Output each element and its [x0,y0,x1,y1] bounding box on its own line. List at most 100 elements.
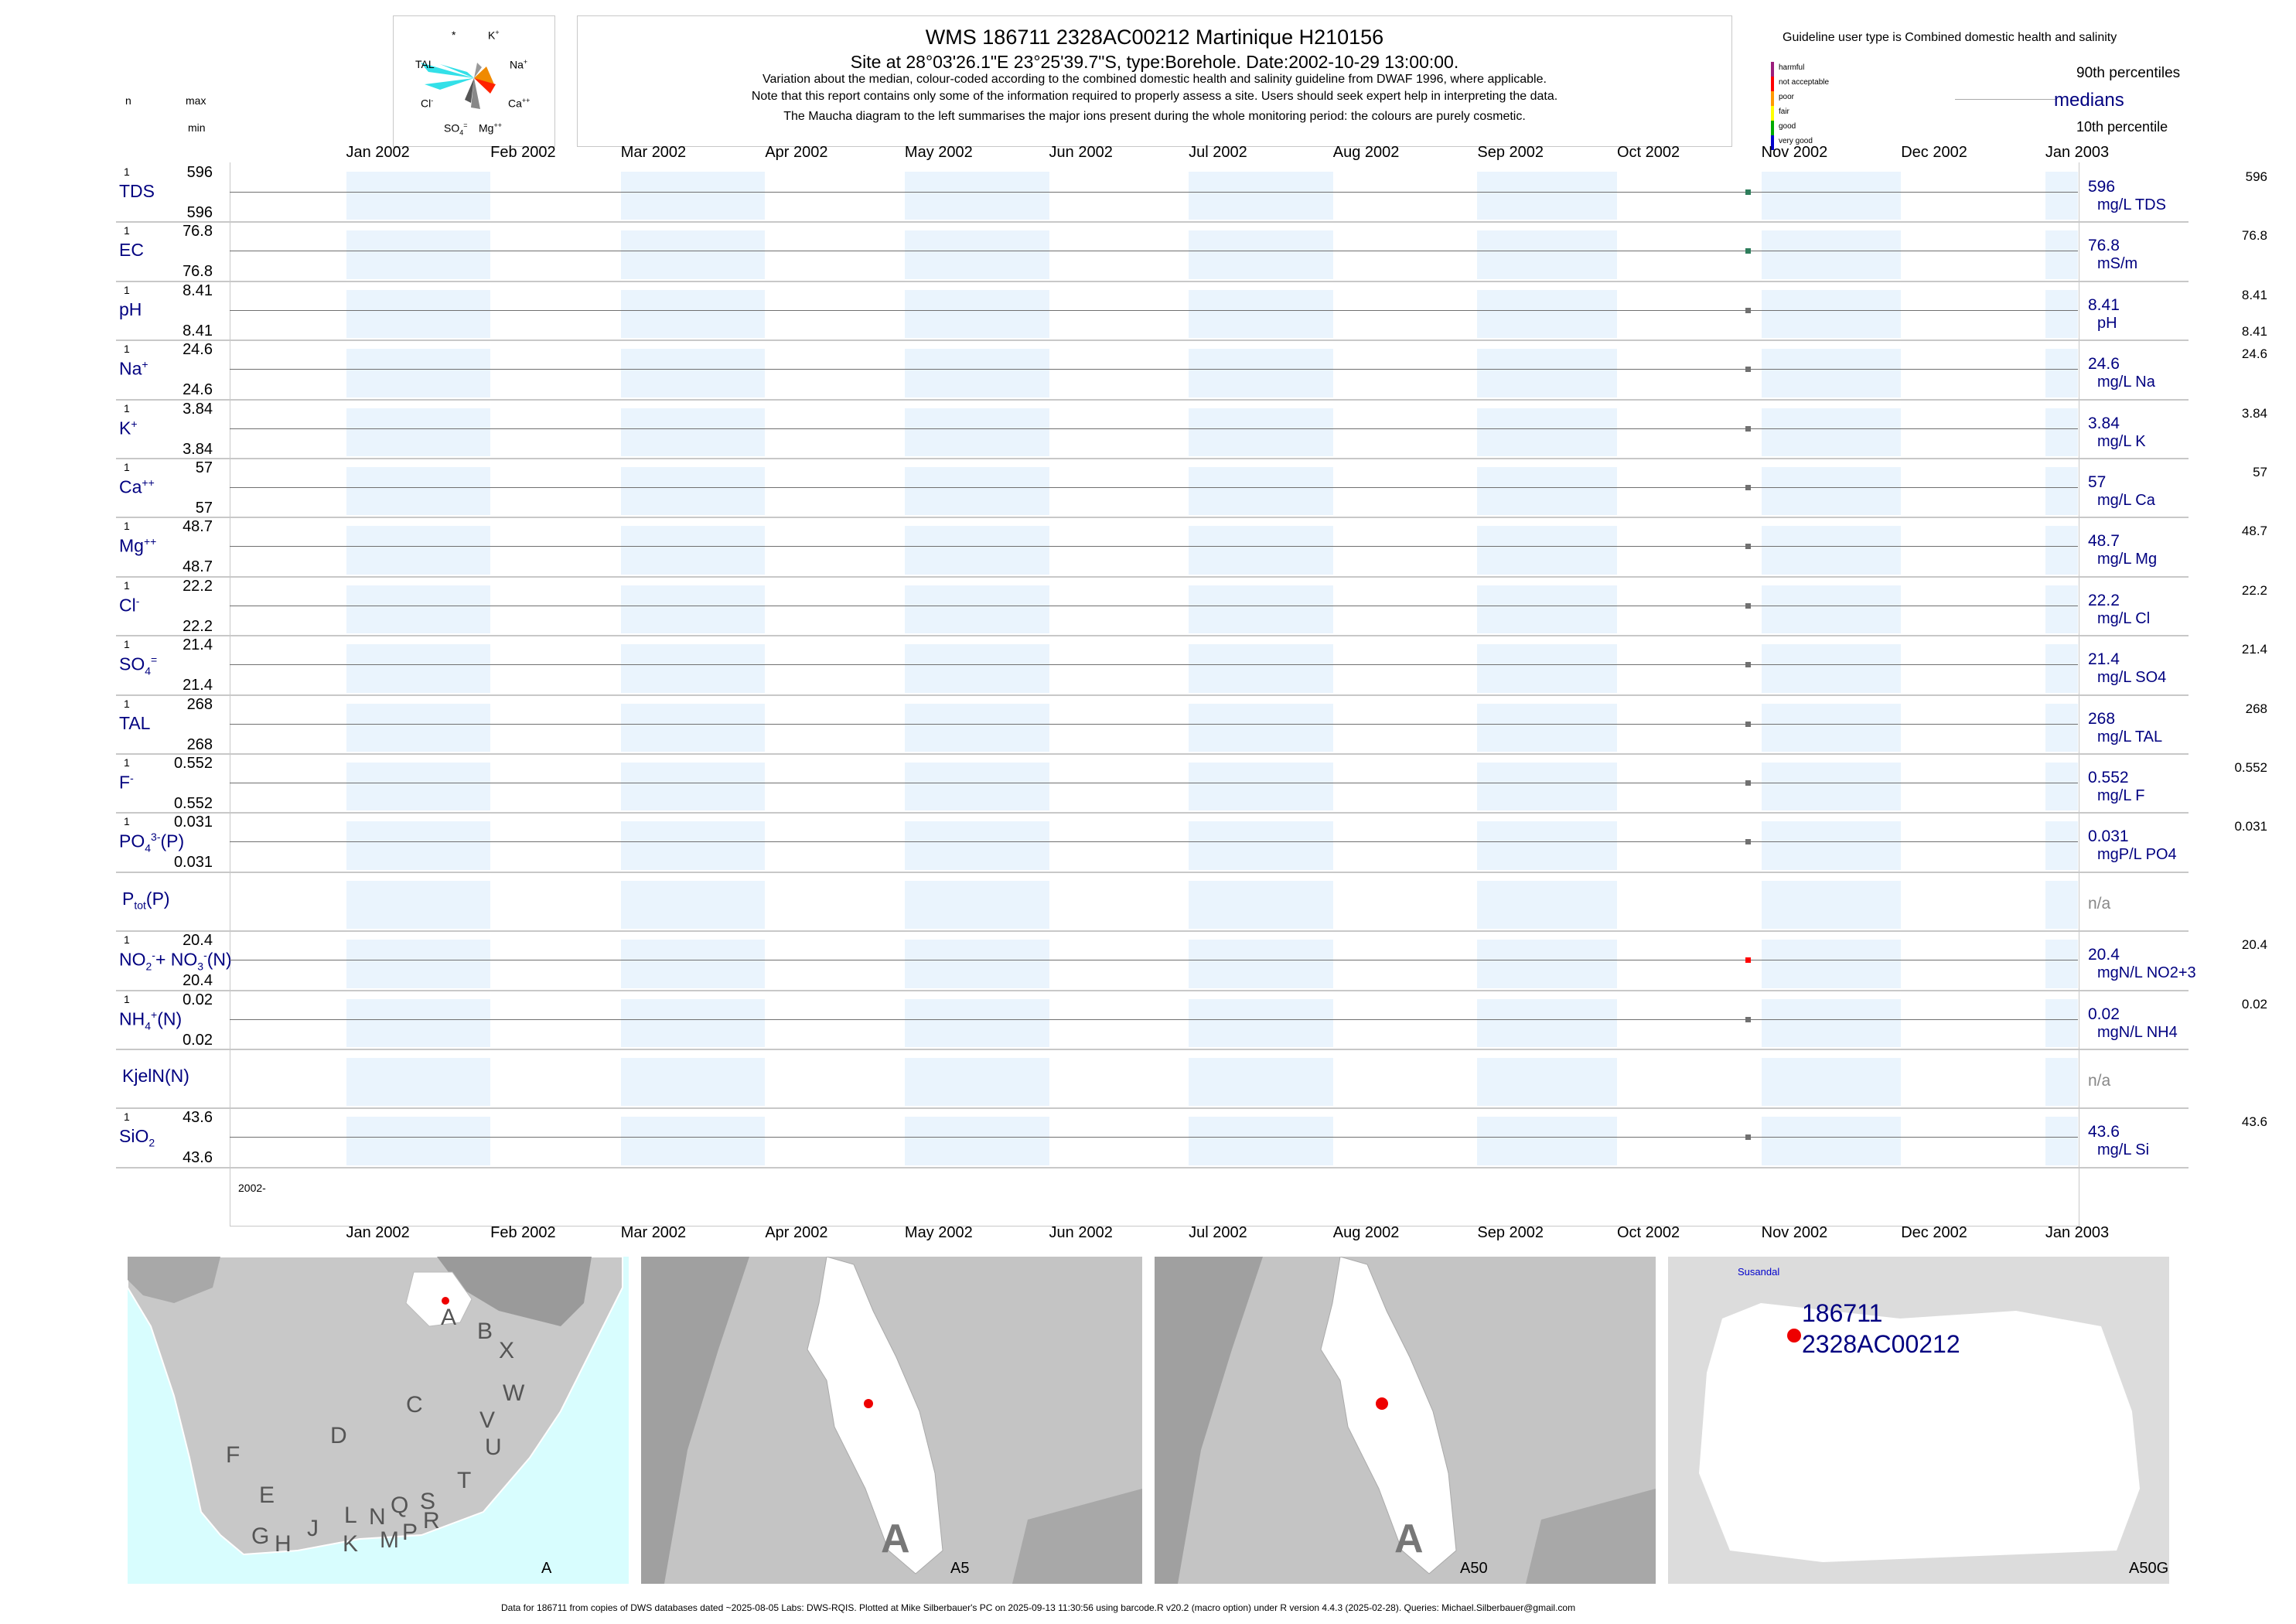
guideline-title: Guideline user type is Combined domestic… [1783,31,2117,44]
month-band [1761,821,1902,870]
unit-label: mg/L TAL [2097,728,2163,745]
page-title: WMS 186711 2328AC00212 Martinique H21015… [925,26,1384,49]
parameter-name: SiO2 [119,1126,155,1149]
unit-label: mg/L TDS [2097,196,2166,213]
col-header-max: max [186,94,206,107]
row-separator [116,458,2189,459]
p90-value: 24.6 [2241,346,2267,362]
row-separator [116,989,2189,991]
month-band [904,940,1049,988]
month-band [2045,1058,2078,1107]
month-label-top: Feb 2002 [490,144,556,161]
sample-point [1745,662,1751,668]
month-band [904,526,1049,575]
p90-value: 76.8 [2241,228,2267,244]
month-band [346,763,491,811]
month-label-bottom: Mar 2002 [620,1224,687,1241]
p90-value: 22.2 [2241,582,2267,598]
legend-class-label: poor [1779,93,1795,101]
parameter-name: Mg++ [119,535,157,557]
sample-point [1745,367,1751,373]
month-label-top: Aug 2002 [1332,144,1400,161]
row-max: 21.4 [183,636,213,654]
row-n: 1 [124,638,130,651]
row-n: 1 [124,520,130,533]
unit-label: mg/L Cl [2097,609,2151,627]
barcode-chart: Jan 2002 Jan 2002 Feb 2002 Feb 2002 Mar 2002… [116,144,2267,1241]
month-label-top: Nov 2002 [1761,144,1828,161]
month-label-bottom: Oct 2002 [1617,1224,1680,1241]
map-south-africa: A B X W C V U D T F E L N Q S R G H J K … [128,1257,629,1584]
median-line [230,428,2078,429]
month-band [2045,526,2078,575]
row-max: 76.8 [183,223,213,241]
row-min: 43.6 [183,1149,213,1167]
year-label: 2002- [238,1182,266,1194]
legend-class-label: harmful [1779,63,1805,72]
maucha-label-so4: SO4= [444,121,468,137]
month-band [620,172,766,220]
note-line-1: Variation about the median, colour-coded… [762,73,1547,86]
median-value: 596 [2088,178,2116,196]
parameter-name: NO2-+ NO3-(N) [119,949,232,973]
median-value: 43.6 [2088,1123,2120,1141]
month-band [2045,1117,2078,1165]
month-label-bottom: Feb 2002 [490,1224,556,1241]
parameter-name: pH [119,299,142,319]
month-label-top: Jun 2002 [1049,144,1113,161]
month-band [1761,467,1902,516]
median-line [230,1137,2078,1138]
unit-label: mgN/L NO2+3 [2097,964,2196,982]
month-band [1189,940,1333,988]
month-band [1761,763,1902,811]
month-band [1189,1117,1333,1165]
month-band [1477,289,1617,339]
month-band [620,940,766,988]
map-caption: A50G [2129,1560,2169,1577]
month-band [346,1058,491,1107]
legend-swatch [1771,62,1774,77]
sample-point [1745,1016,1751,1022]
map-a50g: Susandal 186711 2328AC00212 A50G [1668,1257,2169,1584]
sample-point [1745,485,1751,490]
row-separator [116,1166,2189,1169]
month-label-top: Jan 2003 [2045,144,2110,161]
maucha-segment-tal [421,63,474,78]
month-band [904,763,1049,811]
row-max: 0.02 [183,991,213,1008]
month-band [346,349,491,397]
month-label-bottom: Apr 2002 [765,1224,828,1241]
month-band [1477,408,1617,456]
month-band [2045,585,2078,634]
maucha-label-tal: TAL [415,58,435,70]
month-band [2045,703,2078,752]
month-band [1761,703,1902,752]
unit-label: mgN/L NH4 [2097,1023,2178,1041]
month-band [1477,585,1617,634]
month-label-top: Sep 2002 [1477,144,1544,161]
sample-point [1745,839,1751,845]
map-big-letter: A [881,1517,910,1561]
month-band [1761,1117,1902,1165]
region-letter: W [503,1380,525,1406]
map-caption: A50 [1460,1560,1488,1577]
row-n: 1 [124,343,130,356]
map-a50: A A50 [1155,1257,1656,1584]
row-n: 1 [124,401,130,415]
region-letter: P [402,1520,418,1545]
month-band [904,821,1049,870]
month-band [1477,230,1617,279]
month-band [1189,1058,1333,1107]
median-line [230,192,2078,193]
month-band [1189,408,1333,456]
month-label-bottom: Sep 2002 [1477,1224,1544,1241]
median-value: 0.02 [2088,1005,2120,1023]
median-value: 48.7 [2088,532,2120,551]
month-band [2045,230,2078,279]
month-band [2045,998,2078,1047]
parameter-name: Cl- [119,594,140,616]
month-label-bottom: Nov 2002 [1761,1224,1828,1241]
month-band [620,467,766,516]
row-max: 268 [186,695,213,713]
month-band [1761,349,1902,397]
